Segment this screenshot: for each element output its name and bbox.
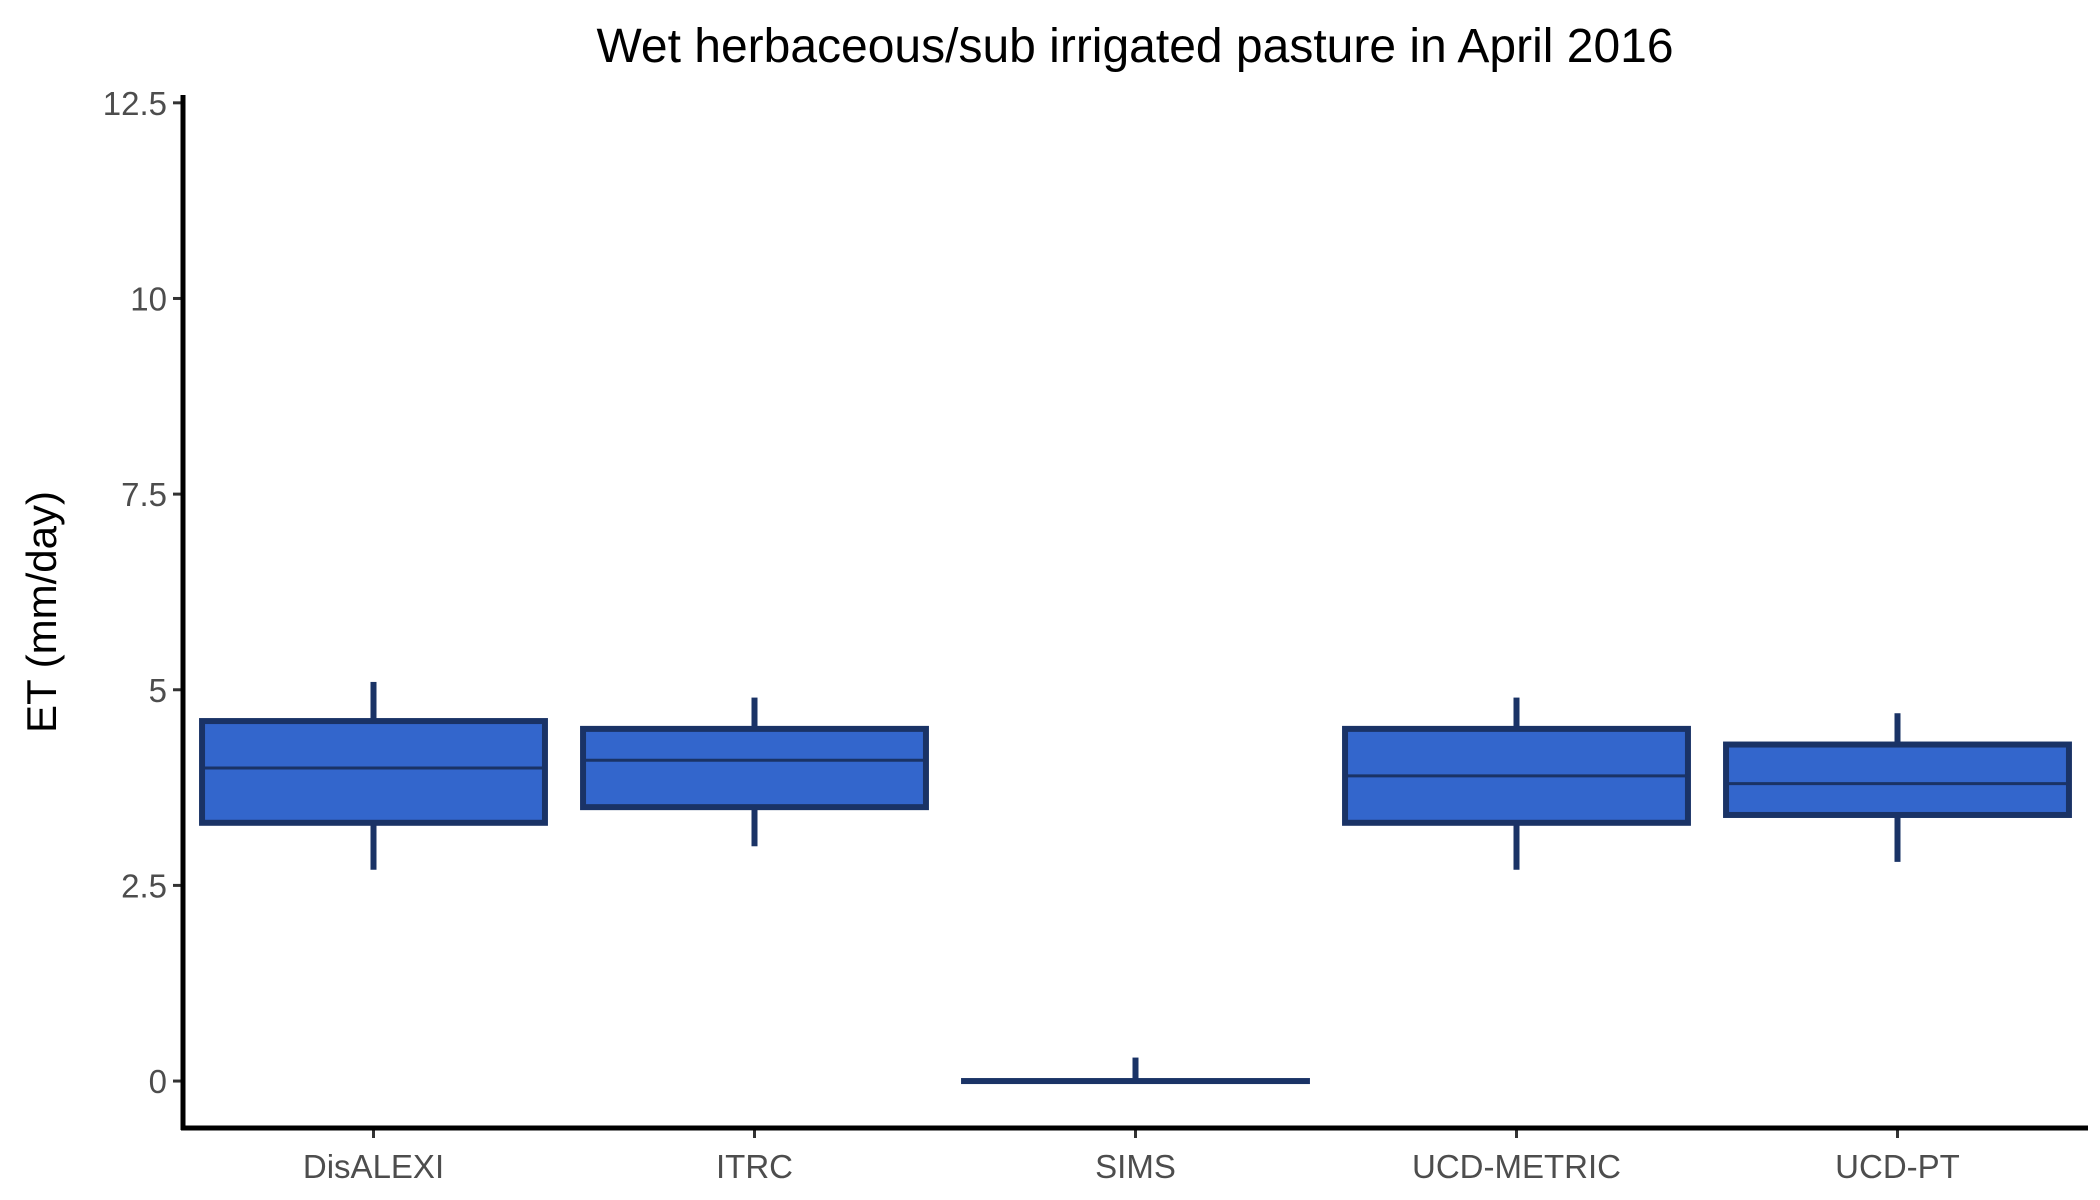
x-tick-label: DisALEXI bbox=[303, 1148, 444, 1185]
box-iqr bbox=[199, 718, 548, 826]
x-tick-label: UCD-PT bbox=[1835, 1148, 1960, 1185]
box-ucd-metric bbox=[1342, 697, 1691, 870]
box-iqr bbox=[1723, 741, 2072, 818]
y-tick-label: 7.5 bbox=[121, 476, 167, 513]
y-tick-label: 5 bbox=[149, 672, 167, 709]
box-disalexi bbox=[199, 681, 548, 870]
x-tick-label: SIMS bbox=[1095, 1148, 1176, 1185]
y-tick-label: 10 bbox=[130, 280, 167, 317]
x-tick-label: ITRC bbox=[716, 1148, 793, 1185]
chart-title: Wet herbaceous/sub irrigated pasture in … bbox=[596, 20, 1673, 73]
y-axis-ticks: 0 2.5 5 7.5 10 12.5 bbox=[103, 85, 183, 1100]
box-sims bbox=[961, 1057, 1310, 1085]
y-tick-label: 12.5 bbox=[103, 85, 167, 122]
x-tick-label: UCD-METRIC bbox=[1412, 1148, 1621, 1185]
box-itrc bbox=[580, 697, 929, 847]
y-tick-label: 0 bbox=[149, 1063, 167, 1100]
box-iqr bbox=[580, 725, 929, 811]
box-series bbox=[199, 681, 2072, 1085]
x-axis-ticks: DisALEXI ITRC SIMS UCD-METRIC UCD-PT bbox=[303, 1128, 1960, 1185]
y-axis-label: ET (mm/day) bbox=[18, 491, 65, 733]
box-ucd-pt bbox=[1723, 713, 2072, 862]
y-tick-label: 2.5 bbox=[121, 867, 167, 904]
